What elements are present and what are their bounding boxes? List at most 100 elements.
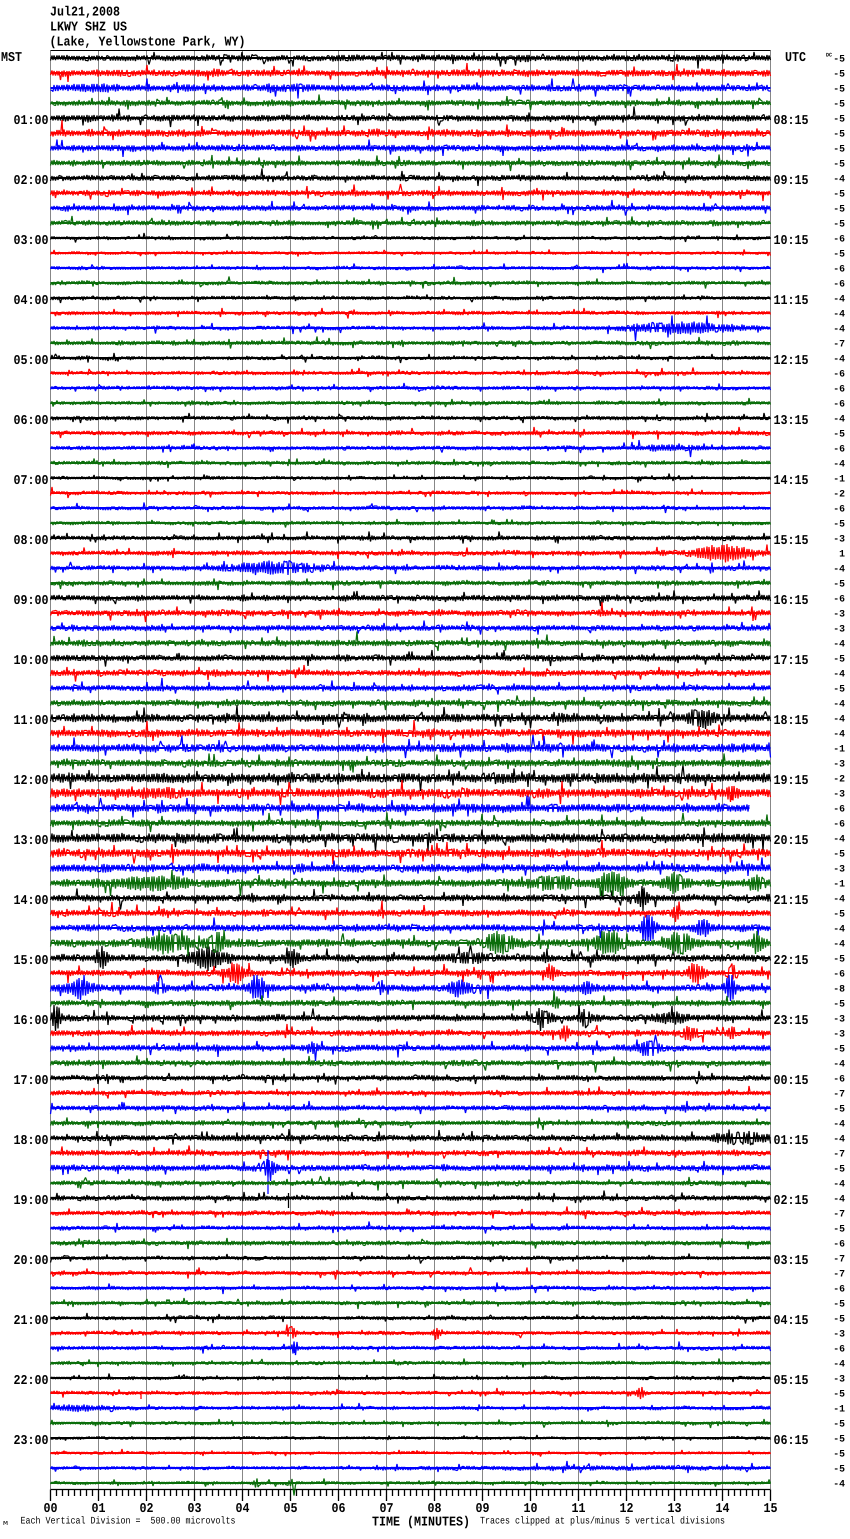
svg-text:-5: -5 <box>833 1044 845 1055</box>
svg-text:-3: -3 <box>833 1014 845 1025</box>
svg-text:-3: -3 <box>833 1029 845 1040</box>
svg-text:09:00: 09:00 <box>14 594 49 609</box>
svg-text:-4: -4 <box>833 939 845 950</box>
svg-text:-4: -4 <box>833 924 845 935</box>
svg-text:11: 11 <box>572 1502 586 1517</box>
svg-text:-4: -4 <box>833 1059 845 1070</box>
svg-text:17:00: 17:00 <box>14 1074 49 1089</box>
svg-text:Traces clipped at plus/minus 5: Traces clipped at plus/minus 5 vertical … <box>480 1516 725 1528</box>
svg-text:(Lake, Yellowstone Park, WY): (Lake, Yellowstone Park, WY) <box>50 36 246 51</box>
svg-text:02:15: 02:15 <box>774 1194 809 1209</box>
svg-text:-5: -5 <box>833 849 845 860</box>
svg-text:-5: -5 <box>833 159 845 170</box>
svg-text:-5: -5 <box>833 129 845 140</box>
svg-text:Jul21,2008: Jul21,2008 <box>50 6 120 21</box>
svg-text:-5: -5 <box>833 1164 845 1175</box>
svg-text:-5: -5 <box>833 144 845 155</box>
svg-text:-4: -4 <box>833 1119 845 1130</box>
svg-text:-6: -6 <box>833 1239 845 1250</box>
svg-text:09:15: 09:15 <box>774 174 809 189</box>
svg-text:10: 10 <box>524 1502 538 1517</box>
svg-text:-6: -6 <box>833 444 845 455</box>
svg-text:-5: -5 <box>833 1104 845 1115</box>
svg-text:03:00: 03:00 <box>14 234 49 249</box>
svg-text:10:15: 10:15 <box>774 234 809 249</box>
svg-text:1: 1 <box>839 549 845 560</box>
svg-text:17:15: 17:15 <box>774 654 809 669</box>
svg-text:MST: MST <box>1 51 22 66</box>
svg-text:TIME (MINUTES): TIME (MINUTES) <box>372 1516 470 1531</box>
svg-text:-4: -4 <box>833 1359 845 1370</box>
svg-text:12:00: 12:00 <box>14 774 49 789</box>
svg-text:-3: -3 <box>833 789 845 800</box>
svg-text:-7: -7 <box>833 1149 845 1160</box>
svg-text:-4: -4 <box>833 354 845 365</box>
svg-text:-4: -4 <box>833 714 845 725</box>
svg-text:-1: -1 <box>833 879 845 890</box>
svg-text:22:15: 22:15 <box>774 954 809 969</box>
svg-text:06: 06 <box>332 1502 346 1517</box>
svg-text:-4: -4 <box>833 699 845 710</box>
svg-text:-6: -6 <box>833 804 845 815</box>
svg-text:-3: -3 <box>833 534 845 545</box>
svg-text:05:15: 05:15 <box>774 1374 809 1389</box>
svg-text:12:15: 12:15 <box>774 354 809 369</box>
svg-text:23:15: 23:15 <box>774 1014 809 1029</box>
svg-text:-2: -2 <box>833 774 845 785</box>
svg-text:-1: -1 <box>833 474 845 485</box>
svg-text:-5: -5 <box>833 204 845 215</box>
svg-text:-6: -6 <box>833 384 845 395</box>
svg-text:M: M <box>3 1520 9 1527</box>
svg-text:-5: -5 <box>833 1314 845 1325</box>
svg-text:-5: -5 <box>833 1224 845 1235</box>
svg-text:07: 07 <box>380 1502 394 1517</box>
svg-text:-5: -5 <box>833 1299 845 1310</box>
svg-text:16:00: 16:00 <box>14 1014 49 1029</box>
svg-text:06:00: 06:00 <box>14 414 49 429</box>
svg-text:-7: -7 <box>833 339 845 350</box>
svg-text:-5: -5 <box>833 1434 845 1445</box>
svg-text:-4: -4 <box>833 894 845 905</box>
svg-text:15:15: 15:15 <box>774 534 809 549</box>
svg-text:-3: -3 <box>833 864 845 875</box>
svg-text:07:00: 07:00 <box>14 474 49 489</box>
svg-text:21:15: 21:15 <box>774 894 809 909</box>
svg-text:22:00: 22:00 <box>14 1374 49 1389</box>
svg-text:-4: -4 <box>833 1479 845 1490</box>
svg-text:02: 02 <box>140 1502 154 1517</box>
svg-text:18:15: 18:15 <box>774 714 809 729</box>
svg-text:23:00: 23:00 <box>14 1434 49 1449</box>
svg-text:20:15: 20:15 <box>774 834 809 849</box>
svg-text:-4: -4 <box>833 324 845 335</box>
svg-text:-6: -6 <box>833 264 845 275</box>
svg-text:12: 12 <box>620 1502 634 1517</box>
svg-text:21:00: 21:00 <box>14 1314 49 1329</box>
svg-text:19:00: 19:00 <box>14 1194 49 1209</box>
svg-text:-7: -7 <box>833 1269 845 1280</box>
svg-text:-2: -2 <box>833 489 845 500</box>
svg-text:-4: -4 <box>833 639 845 650</box>
svg-text:09: 09 <box>476 1502 490 1517</box>
svg-text:15:00: 15:00 <box>14 954 49 969</box>
svg-text:-5: -5 <box>833 249 845 260</box>
svg-text:-5: -5 <box>833 54 845 65</box>
svg-text:-5: -5 <box>833 1464 845 1475</box>
svg-text:-5: -5 <box>833 429 845 440</box>
svg-text:-5: -5 <box>833 69 845 80</box>
svg-text:02:00: 02:00 <box>14 174 49 189</box>
svg-text:04: 04 <box>236 1502 250 1517</box>
svg-text:13: 13 <box>668 1502 682 1517</box>
svg-text:-5: -5 <box>833 999 845 1010</box>
svg-text:-4: -4 <box>833 414 845 425</box>
svg-text:01:00: 01:00 <box>14 114 49 129</box>
svg-text:05:00: 05:00 <box>14 354 49 369</box>
svg-text:-5: -5 <box>833 1449 845 1460</box>
svg-text:04:00: 04:00 <box>14 294 49 309</box>
svg-text:-7: -7 <box>833 1254 845 1265</box>
svg-text:-7: -7 <box>833 1089 845 1100</box>
svg-text:19:15: 19:15 <box>774 774 809 789</box>
svg-text:-3: -3 <box>833 1374 845 1385</box>
svg-text:-6: -6 <box>833 1284 845 1295</box>
svg-text:-4: -4 <box>833 1134 845 1145</box>
svg-text:-4: -4 <box>833 834 845 845</box>
